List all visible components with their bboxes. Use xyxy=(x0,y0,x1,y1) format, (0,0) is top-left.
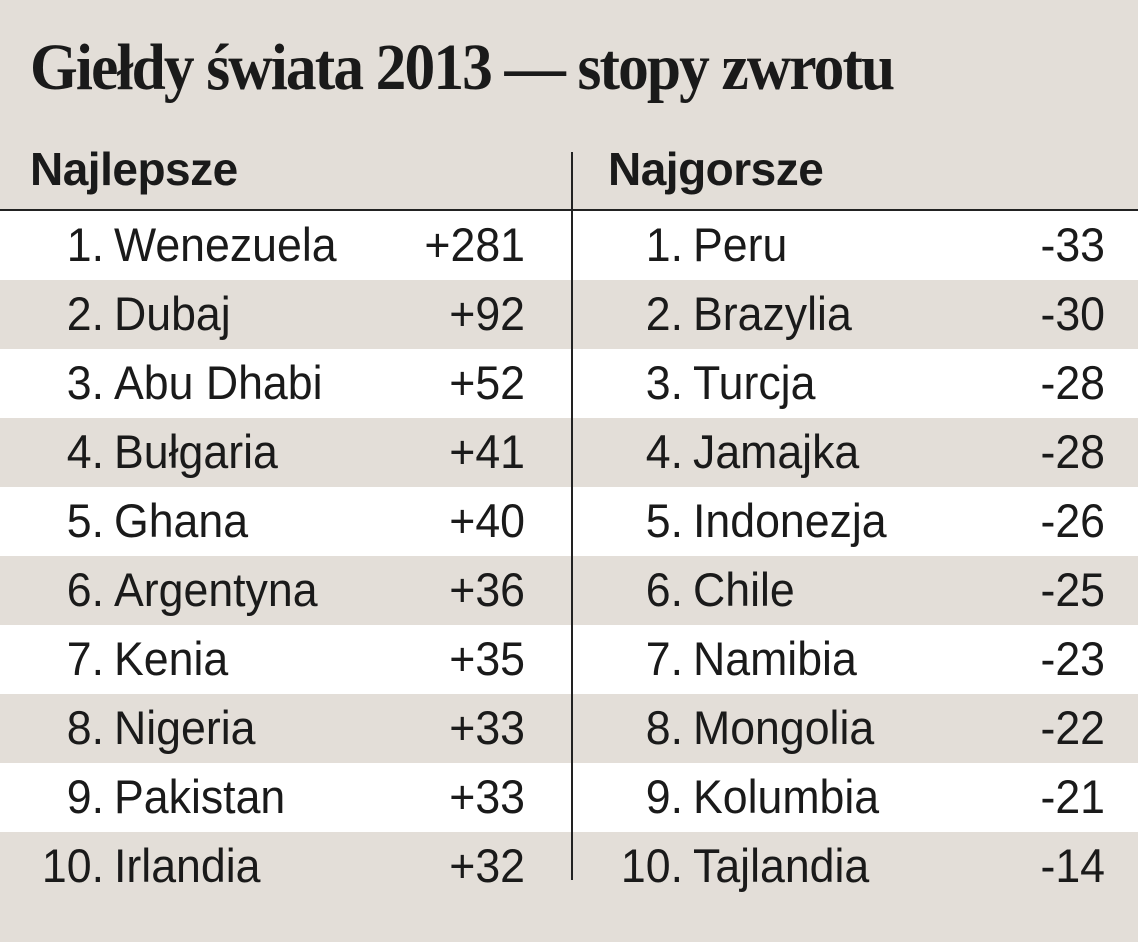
table-row: 9. Pakistan +33 9. Kolumbia -21 xyxy=(0,763,1138,832)
value-cell: -28 xyxy=(1040,425,1105,478)
rank-cell: 2. xyxy=(66,287,104,340)
value-cell: -26 xyxy=(1040,494,1105,547)
country-cell: Nigeria xyxy=(114,701,256,754)
value-cell: +40 xyxy=(449,494,525,547)
country-cell: Chile xyxy=(693,563,795,616)
value-cell: -22 xyxy=(1040,701,1105,754)
country-cell: Peru xyxy=(693,218,788,271)
rank-cell: 3. xyxy=(66,356,104,409)
value-cell: +35 xyxy=(449,632,525,685)
value-cell: -25 xyxy=(1040,563,1105,616)
value-cell: -23 xyxy=(1040,632,1105,685)
rank-cell: 9. xyxy=(66,770,104,823)
value-cell: -21 xyxy=(1040,770,1105,823)
value-cell: +32 xyxy=(449,839,525,892)
value-cell: -30 xyxy=(1040,287,1105,340)
rank-cell: 9. xyxy=(645,770,683,823)
table-row: 1. Wenezuela +281 1. Peru -33 xyxy=(0,211,1138,280)
value-cell: -28 xyxy=(1040,356,1105,409)
rank-cell: 7. xyxy=(66,632,104,685)
country-cell: Namibia xyxy=(693,632,857,685)
country-cell: Mongolia xyxy=(693,701,875,754)
rank-cell: 8. xyxy=(645,701,683,754)
rank-cell: 10. xyxy=(620,839,683,892)
rank-cell: 6. xyxy=(645,563,683,616)
country-cell: Kenia xyxy=(114,632,229,685)
rank-cell: 10. xyxy=(41,839,104,892)
header-divider xyxy=(0,209,1138,211)
value-cell: +41 xyxy=(449,425,525,478)
table-row: 7. Kenia +35 7. Namibia -23 xyxy=(0,625,1138,694)
rank-cell: 4. xyxy=(66,425,104,478)
value-cell: +33 xyxy=(449,770,525,823)
value-cell: +52 xyxy=(449,356,525,409)
header-best: Najlepsze xyxy=(30,143,238,195)
rank-cell: 8. xyxy=(66,701,104,754)
header-worst: Najgorsze xyxy=(608,143,824,195)
page-title: Giełdy świata 2013 — stopy zwrotu xyxy=(30,31,895,104)
country-cell: Wenezuela xyxy=(114,218,337,271)
table-row: 8. Nigeria +33 8. Mongolia -22 xyxy=(0,694,1138,763)
value-cell: +281 xyxy=(424,218,525,271)
rank-cell: 1. xyxy=(645,218,683,271)
rank-cell: 1. xyxy=(66,218,104,271)
country-cell: Turcja xyxy=(693,356,816,409)
table-row: 2. Dubaj +92 2. Brazylia -30 xyxy=(0,280,1138,349)
table-row: 6. Argentyna +36 6. Chile -25 xyxy=(0,556,1138,625)
table-body: 1. Wenezuela +281 1. Peru -33 2. Dubaj +92 2. Braz… xyxy=(0,211,1138,901)
value-cell: -14 xyxy=(1040,839,1105,892)
country-cell: Bułgaria xyxy=(114,425,278,478)
country-cell: Jamajka xyxy=(693,425,860,478)
country-cell: Tajlandia xyxy=(693,839,870,892)
rank-cell: 5. xyxy=(66,494,104,547)
value-cell: -33 xyxy=(1040,218,1105,271)
country-cell: Abu Dhabi xyxy=(114,356,323,409)
rank-cell: 6. xyxy=(66,563,104,616)
table-row: 3. Abu Dhabi +52 3. Turcja -28 xyxy=(0,349,1138,418)
country-cell: Indonezja xyxy=(693,494,887,547)
country-cell: Brazylia xyxy=(693,287,852,340)
table-row: 10. Irlandia +32 10. Tajlandia -14 xyxy=(0,832,1138,901)
country-cell: Dubaj xyxy=(114,287,231,340)
country-cell: Ghana xyxy=(114,494,249,547)
rank-cell: 5. xyxy=(645,494,683,547)
table-row: 5. Ghana +40 5. Indonezja -26 xyxy=(0,487,1138,556)
value-cell: +36 xyxy=(449,563,525,616)
country-cell: Irlandia xyxy=(114,839,261,892)
value-cell: +92 xyxy=(449,287,525,340)
value-cell: +33 xyxy=(449,701,525,754)
country-cell: Kolumbia xyxy=(693,770,880,823)
country-cell: Pakistan xyxy=(114,770,286,823)
table-row: 4. Bułgaria +41 4. Jamajka -28 xyxy=(0,418,1138,487)
rank-cell: 3. xyxy=(645,356,683,409)
column-divider xyxy=(571,152,573,880)
country-cell: Argentyna xyxy=(114,563,318,616)
rank-cell: 2. xyxy=(645,287,683,340)
rank-cell: 7. xyxy=(645,632,683,685)
rank-cell: 4. xyxy=(645,425,683,478)
